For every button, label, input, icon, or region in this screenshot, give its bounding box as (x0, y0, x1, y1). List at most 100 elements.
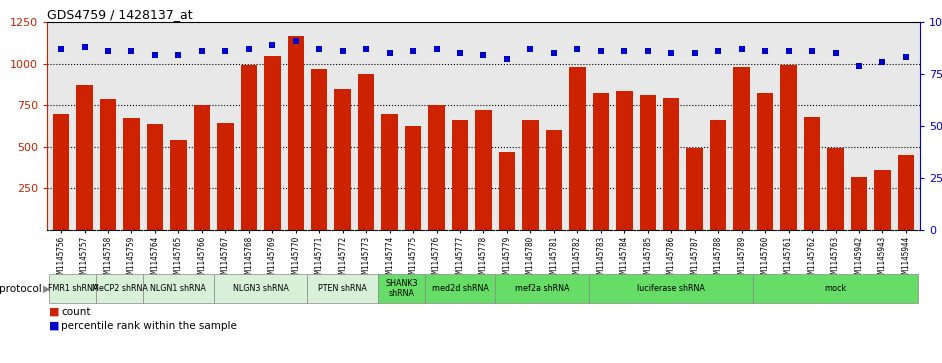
Bar (874, 170, 891, 230)
Point (499, 57, 514, 62)
Bar (240, 65, 257, 230)
Bar (405, 126, 421, 230)
Point (406, 48, 421, 54)
Point (734, 46, 749, 52)
Bar (382, 114, 398, 230)
Point (875, 58, 890, 64)
Bar (589, 274, 754, 302)
Bar (307, 274, 378, 302)
Text: GDS4759 / 1428137_at: GDS4759 / 1428137_at (47, 8, 192, 21)
Text: PTEN shRNA: PTEN shRNA (318, 284, 367, 293)
Text: ▶: ▶ (43, 284, 51, 294)
Point (476, 52, 491, 58)
Bar (425, 274, 495, 302)
Bar (452, 120, 468, 230)
Point (710, 48, 725, 54)
Point (617, 48, 632, 54)
Point (523, 46, 538, 52)
Bar (287, 36, 304, 230)
Text: NLGN3 shRNA: NLGN3 shRNA (233, 284, 288, 293)
Bar (687, 148, 703, 230)
Point (335, 48, 350, 54)
Point (77, 44, 92, 50)
Bar (476, 110, 492, 230)
Point (382, 50, 398, 56)
Text: MeCP2 shRNA: MeCP2 shRNA (91, 284, 148, 293)
Bar (358, 74, 374, 230)
Bar (780, 65, 797, 230)
Point (359, 46, 374, 52)
Text: ■: ■ (49, 307, 59, 317)
Bar (710, 120, 726, 230)
Text: count: count (61, 307, 90, 317)
Point (664, 50, 679, 56)
Point (804, 48, 820, 54)
Bar (663, 98, 679, 230)
Bar (378, 274, 425, 302)
Bar (194, 105, 210, 230)
Bar (640, 95, 656, 230)
Point (194, 48, 209, 54)
Bar (429, 105, 445, 230)
Point (641, 48, 656, 54)
Point (570, 46, 585, 52)
Text: FMR1 shRNA: FMR1 shRNA (48, 284, 98, 293)
Text: mef2a shRNA: mef2a shRNA (515, 284, 569, 293)
Bar (214, 274, 307, 302)
Point (757, 48, 772, 54)
Bar (171, 140, 187, 230)
Bar (49, 274, 96, 302)
Point (54, 46, 69, 52)
Point (218, 48, 233, 54)
Point (828, 50, 843, 56)
Bar (522, 120, 539, 230)
Point (546, 50, 561, 56)
Bar (616, 91, 632, 230)
Bar (827, 148, 844, 230)
Point (852, 63, 867, 69)
Bar (53, 114, 70, 230)
Text: percentile rank within the sample: percentile rank within the sample (61, 321, 237, 331)
Point (687, 50, 702, 56)
Bar (851, 177, 868, 230)
Bar (147, 125, 163, 230)
Bar (264, 56, 281, 230)
Bar (100, 99, 116, 230)
Text: luciferase shRNA: luciferase shRNA (638, 284, 706, 293)
Text: ■: ■ (49, 321, 59, 331)
Bar (311, 69, 328, 230)
Point (452, 50, 467, 56)
Point (899, 54, 914, 60)
Point (147, 52, 162, 58)
Bar (495, 274, 589, 302)
Point (288, 38, 303, 44)
Text: SHANK3
shRNA: SHANK3 shRNA (385, 279, 417, 298)
Point (241, 46, 256, 52)
Bar (143, 274, 214, 302)
Bar (754, 274, 918, 302)
Bar (218, 123, 234, 230)
Bar (898, 155, 914, 230)
Point (265, 42, 280, 48)
Bar (76, 85, 92, 230)
Bar (593, 93, 609, 230)
Text: protocol: protocol (0, 284, 42, 294)
Bar (545, 130, 562, 230)
Bar (757, 93, 773, 230)
Point (593, 48, 609, 54)
Point (171, 52, 186, 58)
Point (781, 48, 796, 54)
Point (101, 48, 116, 54)
Bar (334, 89, 351, 230)
Bar (96, 274, 143, 302)
Point (312, 46, 327, 52)
Text: mock: mock (824, 284, 847, 293)
Bar (734, 67, 750, 230)
Bar (498, 152, 515, 230)
Point (124, 48, 139, 54)
Point (429, 46, 444, 52)
Text: med2d shRNA: med2d shRNA (431, 284, 489, 293)
Bar (569, 67, 586, 230)
Text: NLGN1 shRNA: NLGN1 shRNA (151, 284, 206, 293)
Bar (123, 118, 139, 230)
